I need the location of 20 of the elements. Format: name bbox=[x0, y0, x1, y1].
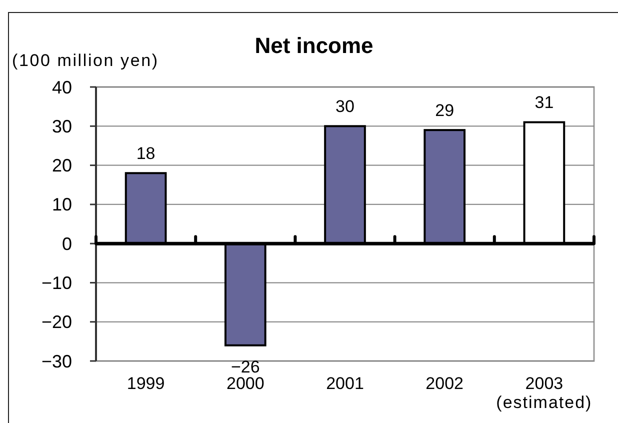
chart-title: Net income bbox=[254, 33, 374, 58]
data-label: 30 bbox=[336, 97, 354, 116]
data-label: 31 bbox=[534, 93, 554, 112]
y-tick-label: −30 bbox=[41, 351, 72, 372]
y-tick-label: 10 bbox=[52, 194, 72, 215]
data-label: 29 bbox=[435, 101, 454, 120]
x-tick-label: 2001 bbox=[326, 374, 364, 393]
y-tick-label: 20 bbox=[52, 156, 72, 176]
data-label: −26 bbox=[230, 357, 260, 376]
x-tick-label: 2002 bbox=[426, 374, 464, 393]
y-tick-label: −10 bbox=[41, 273, 72, 294]
y-tick-label: 0 bbox=[62, 234, 72, 254]
x-tick-label: 1999 bbox=[126, 374, 165, 393]
y-tick-label: 30 bbox=[52, 116, 72, 136]
y-tick-label: −20 bbox=[41, 312, 72, 332]
x-tick-label: 2003 (estimated) bbox=[496, 374, 592, 412]
x-tick-label: 2000 bbox=[226, 374, 264, 393]
y-axis-title: (100 million yen) bbox=[12, 51, 159, 70]
y-tick-label: 40 bbox=[52, 77, 72, 98]
data-label: 18 bbox=[136, 144, 156, 164]
